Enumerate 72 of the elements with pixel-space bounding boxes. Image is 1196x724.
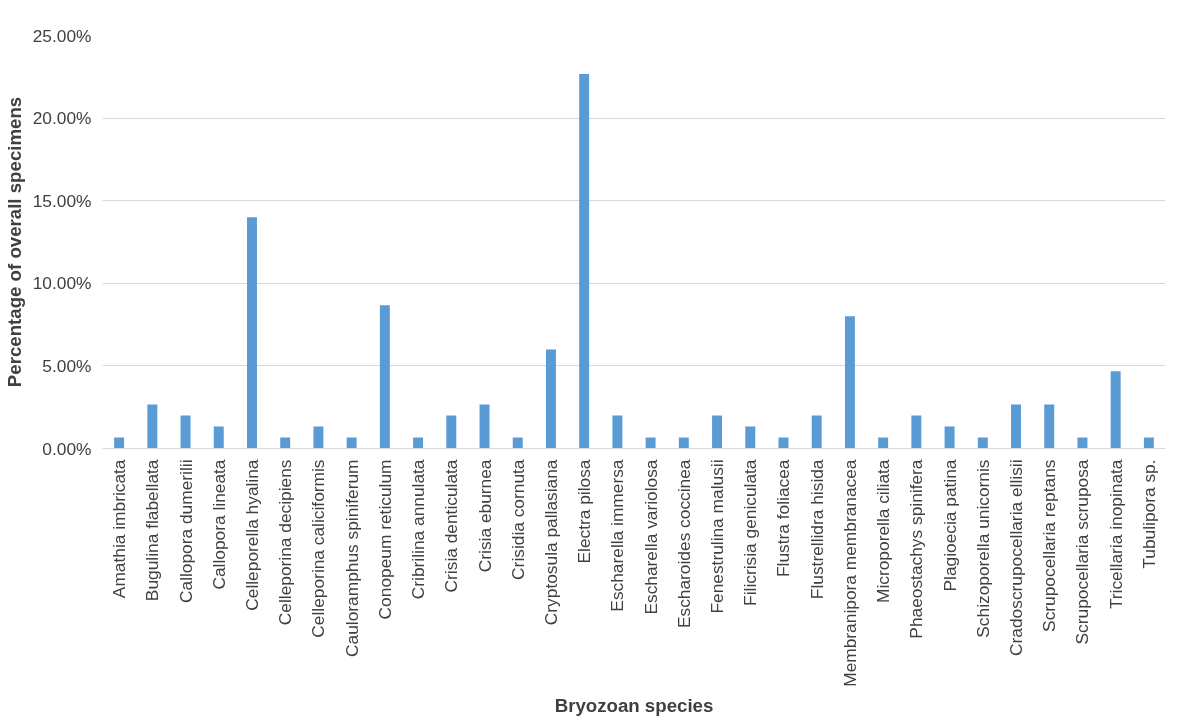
- x-tick-label: Membranipora membranacea: [839, 459, 860, 687]
- x-tick-label: Callopora dumerilii: [175, 459, 196, 603]
- bar: [512, 437, 523, 449]
- bar: [446, 415, 457, 449]
- bar: [678, 437, 689, 449]
- x-tick-label: Electra pilosa: [574, 459, 595, 564]
- x-tick-label: Crisidia cornuta: [507, 459, 528, 580]
- x-tick-label: Cauloramphus spiniferum: [341, 459, 362, 657]
- bar: [180, 415, 191, 449]
- x-tick-label: Flustra foliacea: [773, 459, 794, 577]
- x-tick-label: Microporella ciliata: [873, 459, 894, 603]
- x-tick-label: Crisia denticulata: [441, 459, 462, 593]
- x-tick-label: Flustrellidra hisida: [806, 459, 827, 600]
- bar: [379, 305, 390, 449]
- x-tick-label: Cradoscrupocellaria ellisii: [1006, 459, 1027, 656]
- x-tick-label: Fenestrulina malusii: [707, 459, 728, 614]
- bar: [1044, 404, 1055, 449]
- y-tick-label: 0.00%: [42, 438, 92, 459]
- y-tick-label: 5.00%: [42, 355, 92, 376]
- x-tick-label: Scrupocellaria reptans: [1039, 459, 1060, 632]
- bar: [413, 437, 424, 449]
- x-tick-label: Cryptosula pallasiana: [540, 459, 561, 626]
- bar: [612, 415, 623, 449]
- y-axis-title: Percentage of overall specimens: [3, 96, 25, 388]
- y-tick-label: 25.00%: [32, 25, 92, 46]
- bar: [313, 426, 324, 449]
- x-tick-label: Conopeum reticulum: [374, 459, 395, 620]
- x-tick-label: Amathia imbricata: [109, 459, 130, 599]
- bar: [944, 426, 955, 449]
- x-tick-label: Cribrilina annulata: [408, 459, 429, 600]
- bar: [844, 316, 855, 449]
- x-tick-label: Filicrisia geniculata: [740, 459, 761, 606]
- bar: [977, 437, 988, 449]
- y-tick-label: 15.00%: [32, 190, 92, 211]
- x-axis-title: Bryozoan species: [554, 694, 714, 716]
- x-tick-label: Tricellaria inopinata: [1105, 459, 1126, 610]
- bar: [579, 73, 590, 449]
- bar: [1077, 437, 1088, 449]
- x-tick-label: Escharella immersa: [607, 459, 628, 612]
- y-tick-label: 20.00%: [32, 108, 92, 129]
- x-tick-label: Plagioecia patina: [939, 459, 960, 592]
- bar: [247, 217, 257, 449]
- bar: [1110, 371, 1121, 449]
- x-tick-label: Schizoporella unicornis: [972, 459, 993, 638]
- bar: [811, 415, 822, 449]
- bar: [1143, 437, 1154, 449]
- bar: [878, 437, 889, 449]
- x-tick-label: Bugulina flabellata: [142, 459, 163, 602]
- bar: [1011, 404, 1021, 449]
- x-tick-label: Escharoides coccinea: [673, 459, 694, 629]
- bar: [280, 437, 291, 449]
- bar: [778, 437, 789, 449]
- x-tick-label: Celleporella hyalina: [241, 459, 262, 611]
- x-tick-label: Phaeostachys spinifera: [906, 459, 927, 639]
- x-tick-label: Escharella variolosa: [640, 459, 661, 615]
- bar: [745, 426, 756, 449]
- bar: [712, 415, 723, 449]
- bar: [911, 415, 922, 449]
- x-tick-label: Celleporina caliciformis: [308, 459, 329, 638]
- x-tick-label: Crisia eburnea: [474, 459, 495, 573]
- bar: [645, 437, 656, 449]
- bar: [147, 404, 158, 449]
- bar: [346, 437, 357, 449]
- x-tick-label: Celleporina decipiens: [275, 459, 296, 626]
- x-tick-label: Callopora lineata: [208, 459, 229, 590]
- y-tick-label: 10.00%: [32, 273, 92, 294]
- bar: [479, 404, 490, 449]
- bar: [213, 426, 224, 449]
- bar: [114, 437, 125, 449]
- bar: [545, 349, 556, 449]
- x-tick-label: Tubulipora sp.: [1138, 459, 1159, 569]
- x-tick-label: Scrupocellaria scruposa: [1072, 459, 1093, 645]
